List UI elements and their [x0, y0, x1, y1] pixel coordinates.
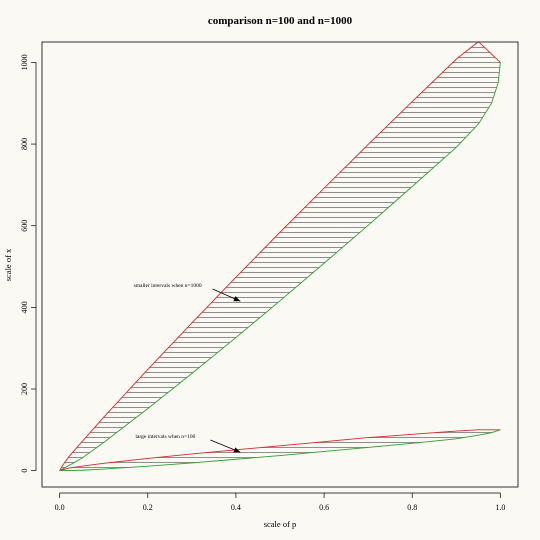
- x-tick-label: 0.4: [231, 503, 241, 512]
- y-tick-label: 1000: [20, 54, 29, 70]
- x-tick-label: 1.0: [495, 503, 505, 512]
- x-tick-label: 0.8: [407, 503, 417, 512]
- x-tick-label: 0.6: [319, 503, 329, 512]
- series-line-4: [59, 429, 501, 472]
- annotation-arrowhead-2: [233, 447, 241, 453]
- x-tick-label: 0.0: [55, 503, 65, 512]
- annotation-text-2: large intervals when n=100: [135, 434, 195, 440]
- y-tick-label: 600: [20, 220, 29, 232]
- interval-band-2: [59, 429, 501, 471]
- annotation-text-1: smaller intervals when n=1000: [134, 283, 202, 289]
- y-tick-label: 800: [20, 138, 29, 150]
- annotation-arrowhead-1: [233, 296, 241, 302]
- y-tick-label: 0: [20, 469, 29, 473]
- plot-frame: [41, 41, 519, 488]
- x-axis-label: scale of p: [264, 519, 297, 529]
- series-line-1: [59, 40, 501, 471]
- interval-band-1: [59, 41, 501, 471]
- series-line-2: [59, 62, 501, 472]
- y-tick-label: 200: [20, 383, 29, 395]
- chart-title: comparison n=100 and n=1000: [208, 15, 353, 27]
- y-axis-label: scale of x: [3, 248, 13, 281]
- y-tick-label: 400: [20, 301, 29, 313]
- x-axis: 0.0 0.2 0.4 0.6 0.8 1.0: [55, 492, 505, 512]
- series-lines: [59, 40, 501, 472]
- y-axis: 0 200 400 600 800 1000: [20, 54, 37, 473]
- x-tick-label: 0.2: [143, 503, 153, 512]
- interval-bands: [59, 41, 501, 471]
- annotations: smaller intervals when n=1000 large inter…: [134, 283, 241, 453]
- series-line-3: [59, 429, 501, 472]
